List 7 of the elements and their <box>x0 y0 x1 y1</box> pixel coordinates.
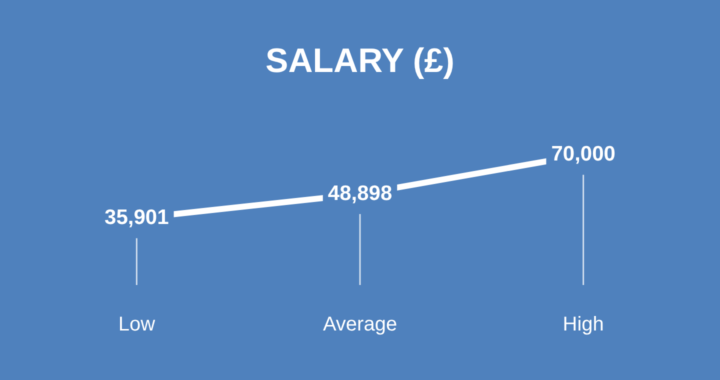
x-tick-label: Average <box>322 314 398 336</box>
x-tick-label: Low <box>118 314 156 336</box>
data-label: 48,898 <box>328 182 392 205</box>
data-label: 35,901 <box>104 206 170 230</box>
x-tick-label: High <box>562 314 604 336</box>
chart-title: SALARY (£) <box>266 42 454 80</box>
data-label: 70,000 <box>551 142 616 166</box>
